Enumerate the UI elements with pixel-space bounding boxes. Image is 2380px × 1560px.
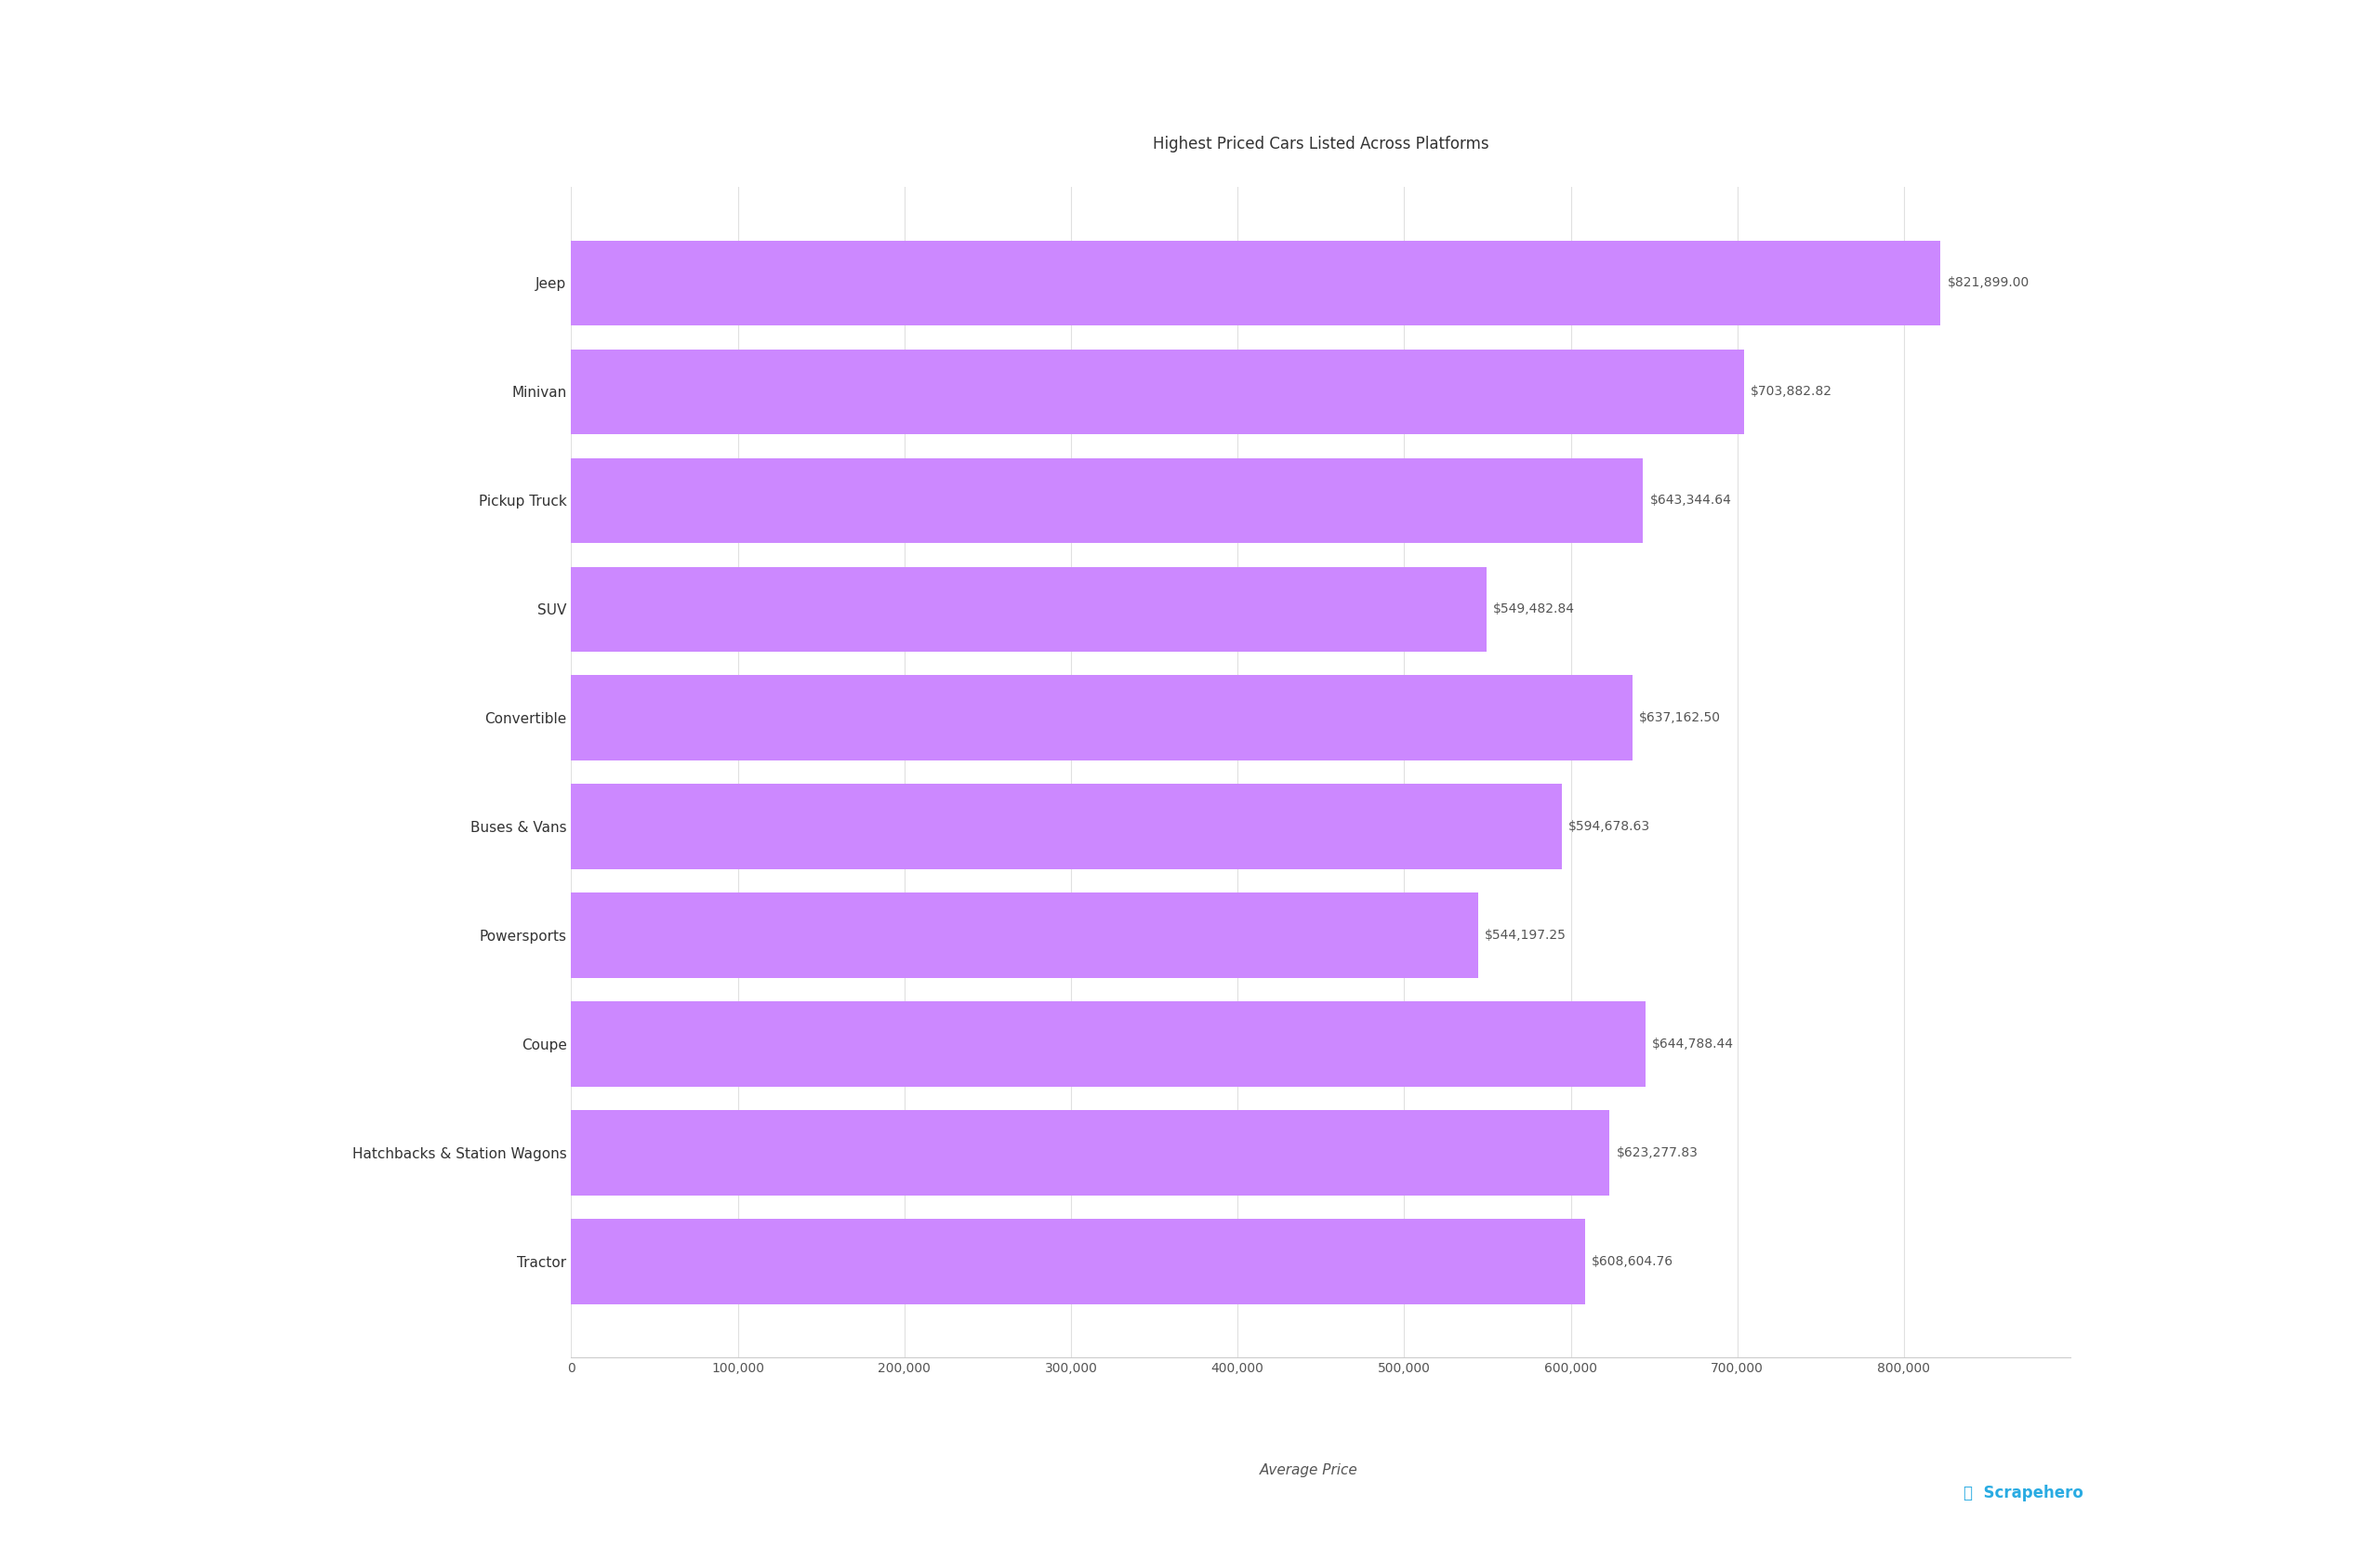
Text: $643,344.64: $643,344.64 xyxy=(1649,495,1730,507)
Text: $637,162.50: $637,162.50 xyxy=(1640,711,1721,724)
Text: ⛨  Scrapehero: ⛨ Scrapehero xyxy=(1964,1485,2082,1501)
Text: Average Price: Average Price xyxy=(1259,1463,1359,1477)
Title: Highest Priced Cars Listed Across Platforms: Highest Priced Cars Listed Across Platfo… xyxy=(1152,136,1490,153)
Bar xyxy=(571,1002,1645,1086)
Bar xyxy=(571,1220,1585,1304)
Text: $703,882.82: $703,882.82 xyxy=(1752,385,1833,398)
Text: $544,197.25: $544,197.25 xyxy=(1485,928,1566,942)
Bar xyxy=(571,1111,1609,1195)
Text: $594,678.63: $594,678.63 xyxy=(1568,821,1649,833)
Bar xyxy=(571,675,1633,760)
Bar xyxy=(571,892,1478,978)
Bar xyxy=(571,349,1745,434)
Bar xyxy=(571,240,1940,324)
Bar xyxy=(571,566,1488,652)
Text: $821,899.00: $821,899.00 xyxy=(1947,276,2030,289)
Text: $623,277.83: $623,277.83 xyxy=(1616,1147,1697,1159)
Bar xyxy=(571,459,1642,543)
Text: $549,482.84: $549,482.84 xyxy=(1492,602,1576,616)
Text: $608,604.76: $608,604.76 xyxy=(1592,1256,1673,1268)
Bar xyxy=(571,785,1561,869)
Text: $644,788.44: $644,788.44 xyxy=(1652,1037,1735,1050)
